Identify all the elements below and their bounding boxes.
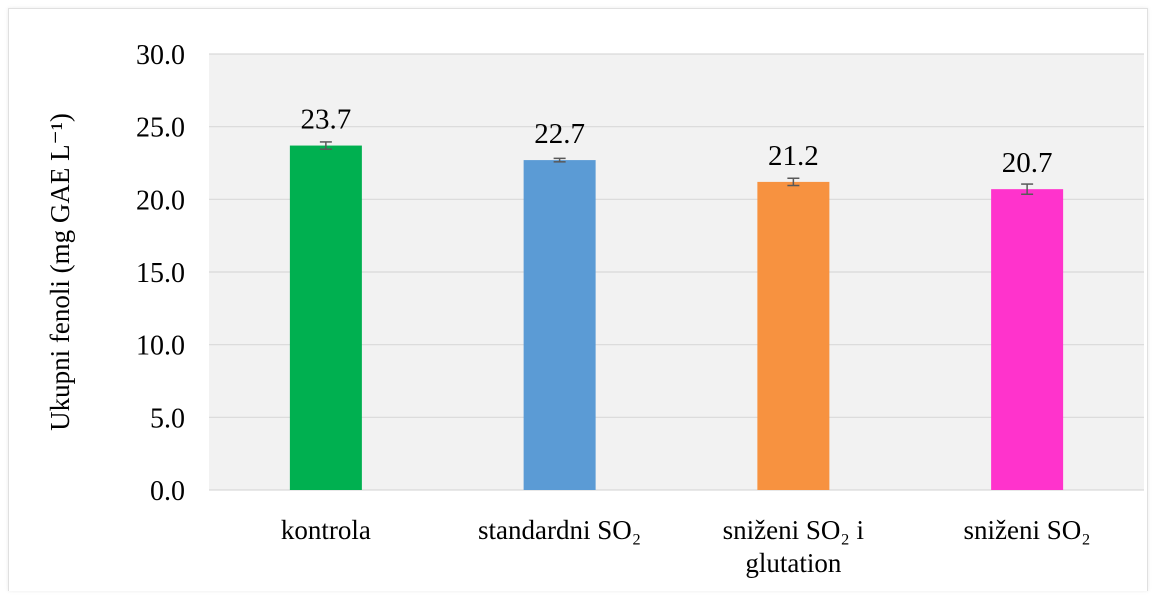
error-bar [319,141,332,150]
bar [289,145,362,490]
x-tick-label: sniženi SO₂ i glutation [723,515,864,578]
data-label: 20.7 [1002,147,1053,179]
bar [523,160,596,491]
y-axis-ticks: 0.0 5.0 10.0 15.0 20.0 25.0 30.0 [136,40,185,507]
x-tick-label: standardni SO₂ [478,515,641,545]
bar [757,181,830,491]
value-labels: 23.7 22.7 21.2 20.7 [301,104,1053,180]
x-tick-label: sniženi SO₂ [964,515,1091,545]
y-tick-label: 10.0 [136,331,185,362]
data-label: 23.7 [301,104,352,136]
data-label: 22.7 [534,118,585,150]
y-tick-label: 20.0 [136,185,185,216]
bars [289,145,1064,491]
bar [991,189,1064,490]
x-axis-labels: kontrola standardni SO₂ sniženi SO₂ i gluta… [281,515,1091,578]
y-tick-label: 30.0 [136,40,185,71]
error-bar [787,177,800,187]
y-axis-title: Ukupni fenoli (mg GAE L⁻¹) [45,113,75,431]
data-label: 21.2 [768,140,819,172]
error-bar [1021,183,1034,195]
x-tick-label: kontrola [281,515,371,545]
y-tick-label: 15.0 [136,258,185,289]
gridlines [209,53,1144,491]
y-tick-label: 25.0 [136,113,185,144]
bar-chart: 23.7 22.7 21.2 20.7 0.0 5.0 10.0 15.0 20.0 25.0 3… [45,40,1144,578]
error-bars [319,141,1034,195]
chart-frame: 23.7 22.7 21.2 20.7 0.0 5.0 10.0 15.0 20.0 25.0 3… [8,8,1148,591]
error-bar [553,157,566,163]
y-tick-label: 5.0 [150,403,185,434]
y-tick-label: 0.0 [150,476,185,507]
